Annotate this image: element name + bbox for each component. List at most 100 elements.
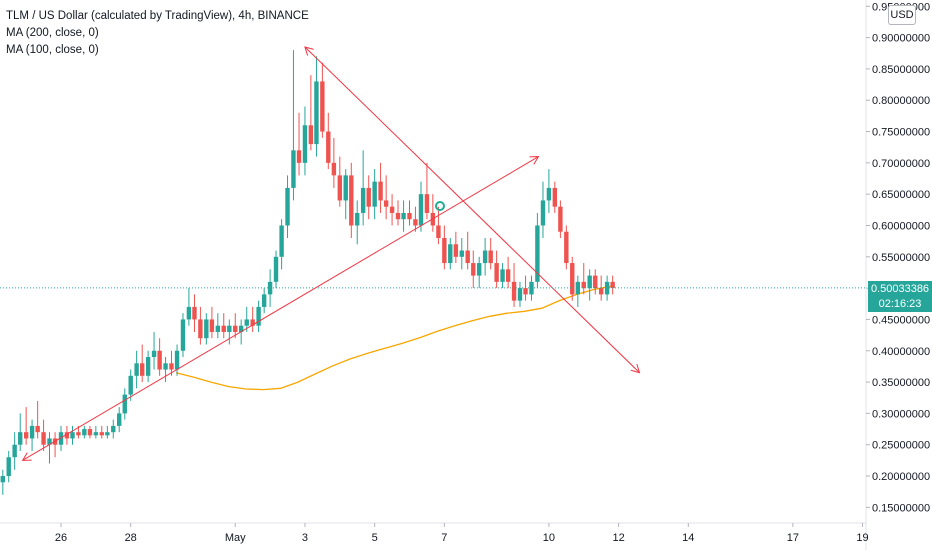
candle-body — [105, 432, 110, 436]
ma200-line — [175, 285, 612, 391]
candle — [279, 219, 284, 270]
candle — [494, 250, 499, 289]
candle — [23, 407, 29, 445]
candle-body — [29, 425, 35, 439]
legend-symbol[interactable]: TLM / US Dollar (calculated by TradingVi… — [6, 10, 309, 22]
candle — [564, 225, 569, 270]
trendline-segment — [304, 46, 640, 374]
candle — [587, 269, 592, 301]
candle — [500, 263, 505, 289]
trendline-arrowhead — [630, 363, 641, 374]
last-price-badge: 0.50033386 02:16:23 — [868, 281, 932, 312]
y-tick-label: 0.30000000 — [872, 408, 930, 420]
candle — [453, 231, 459, 264]
candle — [546, 169, 552, 213]
candle-body — [221, 325, 226, 332]
candle — [604, 275, 610, 301]
trendlines-layer[interactable] — [21, 46, 641, 461]
alert-marker-icon[interactable] — [435, 201, 445, 211]
candle-body — [523, 288, 528, 295]
candle-body — [401, 212, 406, 220]
candle-body — [198, 319, 203, 339]
candle-body — [587, 275, 592, 289]
candle-body — [436, 225, 441, 239]
candle-body — [163, 363, 168, 370]
candle — [6, 450, 11, 483]
candle — [87, 425, 93, 439]
x-tick-label: 12 — [612, 532, 624, 544]
candle — [140, 344, 145, 383]
candle-body — [128, 375, 133, 395]
candle — [151, 331, 157, 370]
y-tick-label: 0.20000000 — [872, 471, 930, 483]
candle-body — [465, 250, 470, 264]
candle-body — [448, 244, 453, 264]
candle-body — [360, 187, 366, 213]
y-tick-label: 0.35000000 — [872, 377, 930, 389]
candle — [52, 432, 58, 458]
candle-body — [337, 175, 342, 201]
upper-trendline[interactable] — [304, 46, 641, 374]
x-tick-label: 5 — [372, 532, 378, 544]
y-tick-label: 0.60000000 — [872, 220, 930, 232]
x-tick-label: 26 — [55, 532, 67, 544]
x-tick-label: 7 — [441, 532, 447, 544]
candle — [540, 181, 546, 239]
candle-body — [488, 250, 493, 264]
candle-body — [511, 281, 517, 301]
candle — [424, 162, 430, 220]
time-axis[interactable]: 26 28 May 3 5 7 10 12 14 17 19 — [55, 523, 869, 544]
candle-body — [552, 187, 558, 207]
candle-body — [459, 250, 464, 257]
candle — [291, 50, 296, 201]
candle-body — [76, 432, 81, 436]
y-tick-label: 0.70000000 — [872, 158, 930, 170]
lower-trendline[interactable] — [21, 156, 540, 461]
candle — [383, 175, 389, 220]
candle — [413, 206, 418, 232]
price-axis[interactable]: 0.15000000 0.20000000 0.25000000 0.30000000… — [866, 1, 930, 514]
candle — [302, 106, 308, 176]
candle — [198, 306, 203, 345]
candle-body — [505, 269, 511, 282]
candle-body — [279, 225, 284, 257]
candle — [395, 200, 401, 226]
candle — [122, 388, 127, 420]
candle — [58, 425, 64, 451]
last-price-value: 0.50033386 — [870, 283, 930, 295]
candle-body — [407, 212, 412, 220]
candle — [430, 194, 436, 232]
candle — [111, 419, 116, 439]
candle — [12, 432, 17, 470]
legend-ma100[interactable]: MA (100, close, 0) — [6, 44, 99, 56]
chart-legend: TLM / US Dollar (calculated by TradingVi… — [6, 8, 309, 59]
candle-body — [285, 187, 290, 226]
candle — [535, 212, 540, 289]
legend-ma200[interactable]: MA (200, close, 0) — [6, 27, 99, 39]
candle-body — [12, 444, 17, 458]
candle-body — [302, 125, 308, 163]
candle — [256, 300, 261, 332]
candle — [372, 169, 377, 220]
candle — [215, 313, 221, 339]
candle — [116, 407, 122, 433]
candle-body — [18, 432, 23, 445]
candle-body — [575, 281, 581, 295]
candle-body — [204, 319, 209, 339]
candle-body — [209, 319, 215, 332]
candle-body — [413, 219, 418, 226]
candle — [157, 338, 162, 376]
candle-body — [35, 425, 40, 433]
candle-body — [442, 238, 447, 264]
candle-body — [378, 181, 383, 201]
currency-button[interactable]: USD — [888, 5, 916, 25]
candle-body — [23, 432, 29, 439]
candle — [436, 206, 441, 245]
candle — [186, 288, 192, 326]
candle — [285, 175, 290, 239]
trendline-arrowhead — [304, 46, 314, 56]
candle-body — [41, 432, 46, 445]
candle-body — [151, 350, 157, 358]
candle-body — [598, 288, 604, 295]
